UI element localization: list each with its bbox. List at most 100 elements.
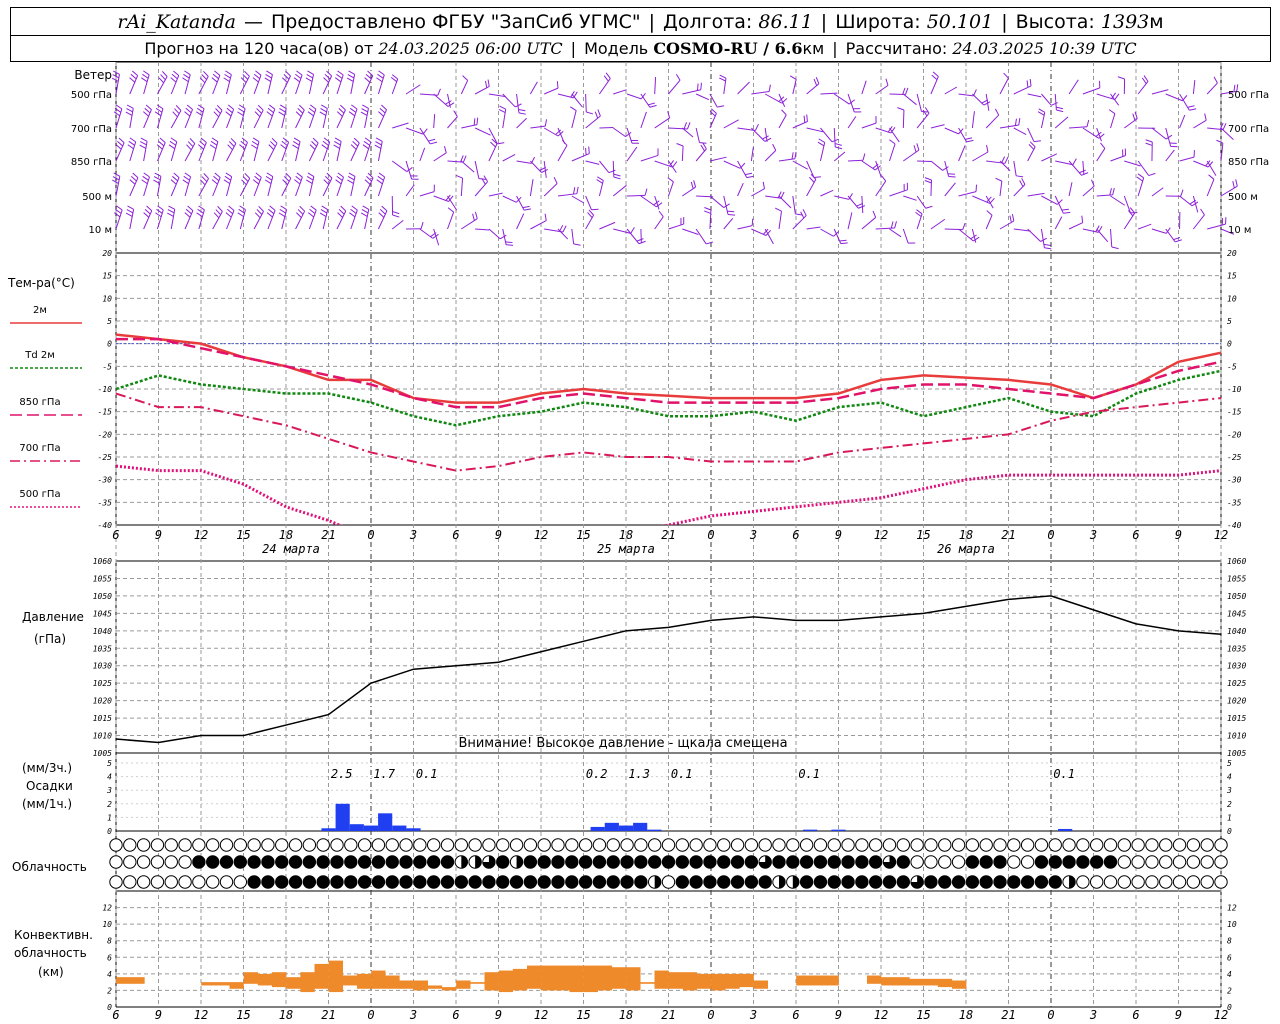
wind-barb-feather [211, 137, 219, 143]
hour-tick-label: 6 [112, 1008, 119, 1022]
wind-barb [571, 110, 577, 129]
wind-barb-feather [723, 203, 730, 208]
wind-barb-feather [115, 144, 122, 150]
wind-barb-feather [182, 179, 189, 185]
pressure-tick: 1025 [1227, 679, 1246, 688]
wind-barb-feather [159, 137, 166, 143]
wind-barb-feather [1081, 215, 1084, 223]
wind-barb-feather [225, 172, 232, 178]
wind-barb-feather [597, 109, 601, 117]
cloud-circle [703, 838, 717, 852]
wind-barb-feather [334, 77, 342, 83]
wind-barb-feather [227, 104, 234, 110]
wind-barb-feather [667, 177, 674, 183]
cloud-circle [468, 838, 482, 852]
wind-barb-feather [254, 212, 261, 219]
wind-barb-feather [129, 179, 136, 185]
wind-barb-feather [349, 212, 356, 218]
wind-barb [709, 156, 727, 162]
conv-bar [810, 975, 825, 986]
wind-barb-feather [256, 209, 263, 215]
wind-barb [226, 210, 235, 230]
wind-barb-feather [376, 179, 383, 185]
wind-barb [792, 160, 808, 170]
wind-barb-feather [1108, 109, 1116, 115]
wind-barb-feather [309, 144, 316, 150]
hour-tick-label: 6 [452, 528, 459, 542]
wind-barb-feather [127, 144, 134, 150]
cloud-fill [1062, 855, 1076, 869]
wind-barb-feather [279, 107, 286, 113]
lat-label: Широта: [835, 10, 921, 33]
cloud-circle [1214, 855, 1228, 869]
cloud-circle [827, 838, 841, 852]
conv-tick: 8 [107, 937, 112, 946]
wind-barb [723, 119, 739, 129]
wind-barb-feather [972, 89, 977, 97]
cloud-fill [814, 875, 827, 889]
wind-barb [571, 153, 590, 162]
wind-barb [488, 143, 498, 162]
cloud-circle [150, 838, 165, 852]
wind-barb-feather [282, 137, 289, 143]
wind-barb [419, 147, 426, 162]
wind-barb [1027, 192, 1045, 197]
wind-barb-feather [264, 77, 272, 82]
cloud-fill [372, 855, 385, 869]
wind-barb-feather [170, 77, 177, 83]
alt-unit: м [1149, 10, 1164, 33]
wind-barb [654, 216, 664, 230]
wind-barb-feather [155, 212, 162, 218]
temp-tick: 0 [1227, 340, 1232, 349]
cloud-circle [786, 838, 800, 852]
forecast-from: 24.03.2025 06:00 UTC [378, 39, 563, 58]
conv-bar [427, 985, 443, 989]
hour-tick-label: 9 [835, 1008, 842, 1022]
cloud-circle [882, 838, 897, 852]
cloud-circle [896, 838, 911, 852]
wind-barb-feather [995, 177, 1003, 182]
wind-barb [599, 160, 610, 173]
hour-tick-label: 3 [1089, 528, 1097, 542]
wind-barb-feather [1016, 175, 1024, 178]
wind-barb-feather [199, 140, 206, 147]
day-label: 26 марта [937, 542, 995, 556]
cloud-circle [1076, 838, 1090, 852]
wind-barb-feather [309, 208, 316, 214]
conv-bar [342, 975, 358, 986]
cloud-circle [316, 838, 330, 852]
wind-barb-feather [156, 104, 164, 110]
wind-barb [654, 195, 660, 210]
wind-barb-feather [323, 77, 329, 83]
hour-tick-label: 21 [321, 1008, 335, 1022]
wind-barb [308, 210, 317, 230]
wind-barb-feather [215, 209, 222, 215]
cloud-fill [620, 855, 634, 869]
temp-series-line [116, 333, 1221, 404]
wind-barb [212, 177, 221, 197]
precip-bar [803, 829, 818, 831]
wind-barb [848, 159, 864, 162]
cloud-circle [717, 838, 731, 852]
wind-barb [502, 153, 516, 162]
cloud-circle [758, 838, 772, 852]
wind-barb-feather [237, 111, 244, 117]
wind-barb-feather [491, 138, 498, 145]
wind-barb-feather [308, 107, 316, 113]
temp-tick: -40 [98, 521, 113, 530]
wind-barb-feather [112, 74, 120, 79]
cloud-circle [1020, 838, 1035, 852]
wind-barb-feather [143, 172, 150, 178]
cloud-circle [261, 838, 275, 852]
wind-barb [889, 143, 896, 162]
wind-level-label: 500 м [82, 192, 112, 203]
conv-bar [867, 975, 882, 984]
wind-barb [571, 195, 585, 204]
wind-barb-feather [185, 107, 192, 114]
wind-barb-feather [157, 205, 164, 211]
wind-barb-feather [312, 137, 319, 144]
model-label: Модель [584, 39, 649, 58]
wind-barb-feather [280, 144, 287, 150]
wind-barb-feather [255, 172, 262, 178]
wind-barb-feather [216, 104, 223, 111]
